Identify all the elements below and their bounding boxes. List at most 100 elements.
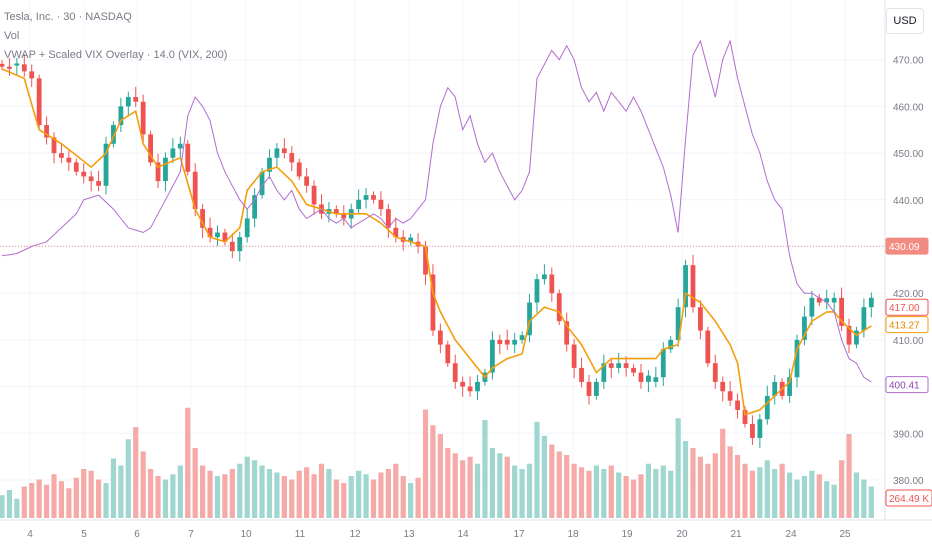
candle-body — [831, 297, 837, 303]
axis-tag-label: 264.49 K — [889, 494, 929, 505]
candle-body — [653, 377, 659, 382]
candle-body — [229, 241, 235, 252]
volume-bar — [497, 453, 503, 518]
candle-body — [296, 162, 302, 177]
candle-body — [36, 78, 42, 126]
volume-bar — [237, 463, 243, 518]
volume-bar — [705, 463, 711, 518]
volume-bar — [623, 476, 629, 518]
candle-body — [437, 330, 443, 345]
axis-tag-close — [885, 298, 929, 316]
candle-body — [103, 143, 109, 186]
candle-body — [556, 293, 562, 322]
volume-bar — [460, 460, 466, 518]
candle-body — [846, 325, 852, 345]
volume-bar — [200, 465, 206, 518]
candle-body — [311, 185, 317, 205]
candle-body — [660, 349, 666, 378]
volume-bar — [556, 451, 562, 518]
candle-body — [430, 274, 436, 331]
volume-bar — [482, 420, 488, 518]
volume-bar — [786, 472, 793, 518]
volume-bar — [734, 455, 741, 518]
candle-body — [623, 363, 629, 368]
candle-body — [839, 297, 844, 326]
time-tick-label: 21 — [730, 529, 742, 540]
time-tick-label: 25 — [839, 529, 851, 540]
time-tick-label: 4 — [27, 529, 33, 540]
candle-body — [675, 307, 681, 340]
price-axis[interactable]: 470.00460.00450.00440.00430.00420.00410.… — [893, 56, 924, 487]
volume-bar — [408, 483, 414, 518]
candle-body — [259, 171, 265, 196]
price-tick-label: 410.00 — [893, 336, 924, 347]
volume-bar — [73, 477, 79, 518]
candle-body — [787, 377, 792, 396]
volume-bar — [757, 467, 763, 518]
candle-body — [96, 181, 101, 186]
volume-bar — [601, 469, 607, 518]
candle-body — [861, 307, 867, 331]
candle-body — [215, 232, 220, 238]
volume-bar — [400, 476, 406, 518]
candle-body — [727, 391, 733, 401]
volume-bar — [393, 463, 399, 518]
volume-bar — [110, 458, 117, 518]
candle-body — [207, 227, 213, 238]
candle-body — [281, 148, 287, 154]
volume-bar — [333, 479, 339, 518]
volume-bar — [593, 465, 599, 518]
currency-button[interactable]: USD — [886, 8, 924, 34]
volume-bar — [571, 463, 577, 518]
price-axis-tags: 430.09 417.00 413.27 400.41 264.49 K — [885, 237, 932, 507]
time-tick-label: 5 — [81, 529, 87, 540]
candle-body — [304, 176, 310, 186]
volume-bar — [645, 463, 652, 518]
candle-body — [81, 171, 87, 177]
volume-bar — [289, 479, 295, 518]
volume-bar — [43, 484, 50, 518]
candle-body — [802, 316, 807, 340]
candle-body — [638, 372, 644, 382]
indicator-legend: VWAP + Scaled VIX Overlay · 14.0 (VIX, 2… — [4, 49, 228, 61]
time-tick-label: 17 — [513, 529, 525, 540]
volume-bar — [252, 460, 258, 518]
price-tick-label: 390.00 — [893, 429, 924, 440]
candle-body — [690, 265, 696, 308]
volume-bar — [207, 470, 213, 518]
candle-body — [571, 344, 577, 368]
volume-bar — [549, 444, 555, 518]
volume-bar — [504, 456, 510, 518]
volume-bar — [348, 476, 354, 518]
candle-body — [772, 381, 778, 396]
time-tick-label: 10 — [240, 529, 252, 540]
price-tick-label: 440.00 — [893, 196, 924, 207]
candle-body — [668, 339, 674, 350]
volume-bar — [541, 435, 547, 518]
time-axis[interactable]: 4 5 6 7 10 11 12 13 14 17 18 19 20 21 24 25 — [27, 529, 851, 540]
candle-body — [601, 363, 607, 382]
volume-bar — [229, 469, 235, 518]
volume-bar — [66, 488, 72, 518]
candle-body — [408, 237, 414, 242]
candle-body — [44, 125, 49, 138]
candle-body — [616, 363, 622, 368]
candle-body — [460, 381, 466, 387]
candle-body — [794, 339, 800, 378]
candle-body — [177, 143, 183, 149]
time-tick-label: 19 — [621, 529, 633, 540]
volume-bar — [630, 479, 637, 518]
volume-bar — [534, 421, 540, 518]
volume-bar — [125, 439, 131, 518]
candle-body — [66, 157, 72, 163]
axis-tag-vix — [885, 376, 929, 394]
volume-bar — [378, 472, 384, 518]
candle-body — [497, 339, 503, 345]
time-tick-label: 24 — [785, 529, 797, 540]
candle-body — [549, 274, 555, 294]
candle-body — [423, 246, 428, 275]
candle-body — [88, 176, 94, 182]
volume-bar — [519, 469, 525, 518]
candle-body — [809, 297, 815, 317]
